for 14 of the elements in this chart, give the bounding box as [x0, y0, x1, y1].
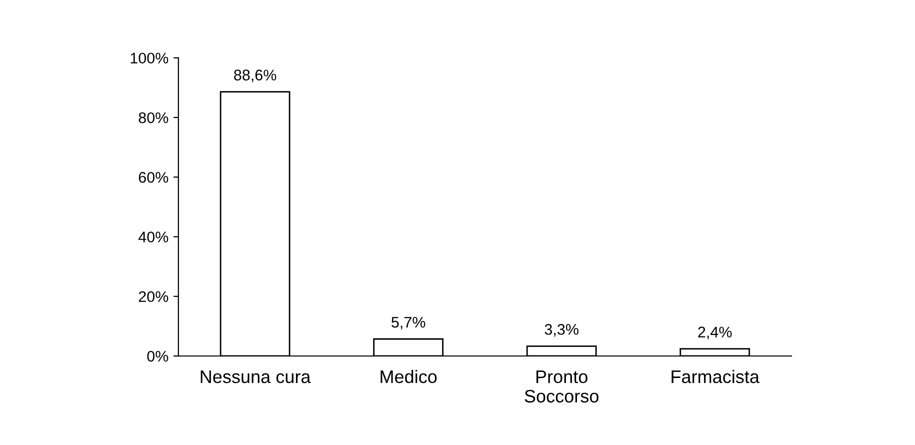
- y-tick-label: 40%: [138, 232, 168, 242]
- x-tick-label: Nessuna cura: [200, 370, 311, 384]
- x-tick-label: Farmacista: [672, 370, 760, 384]
- y-tick-label: 80%: [138, 112, 168, 124]
- data-label: 88,6%: [234, 70, 276, 82]
- y-tick-label: 20%: [138, 291, 168, 302]
- data-label: 5,7%: [392, 316, 426, 330]
- x-tick-label: Medico: [380, 370, 437, 384]
- y-tick-label: 60%: [138, 172, 168, 183]
- data-label: 3,3%: [544, 324, 578, 337]
- y-tick-label: 100%: [130, 52, 168, 64]
- y-tick-label: 0%: [147, 350, 168, 362]
- data-label: 2,4%: [698, 326, 732, 340]
- x-tick-label: Pronto Soccorso: [524, 370, 598, 403]
